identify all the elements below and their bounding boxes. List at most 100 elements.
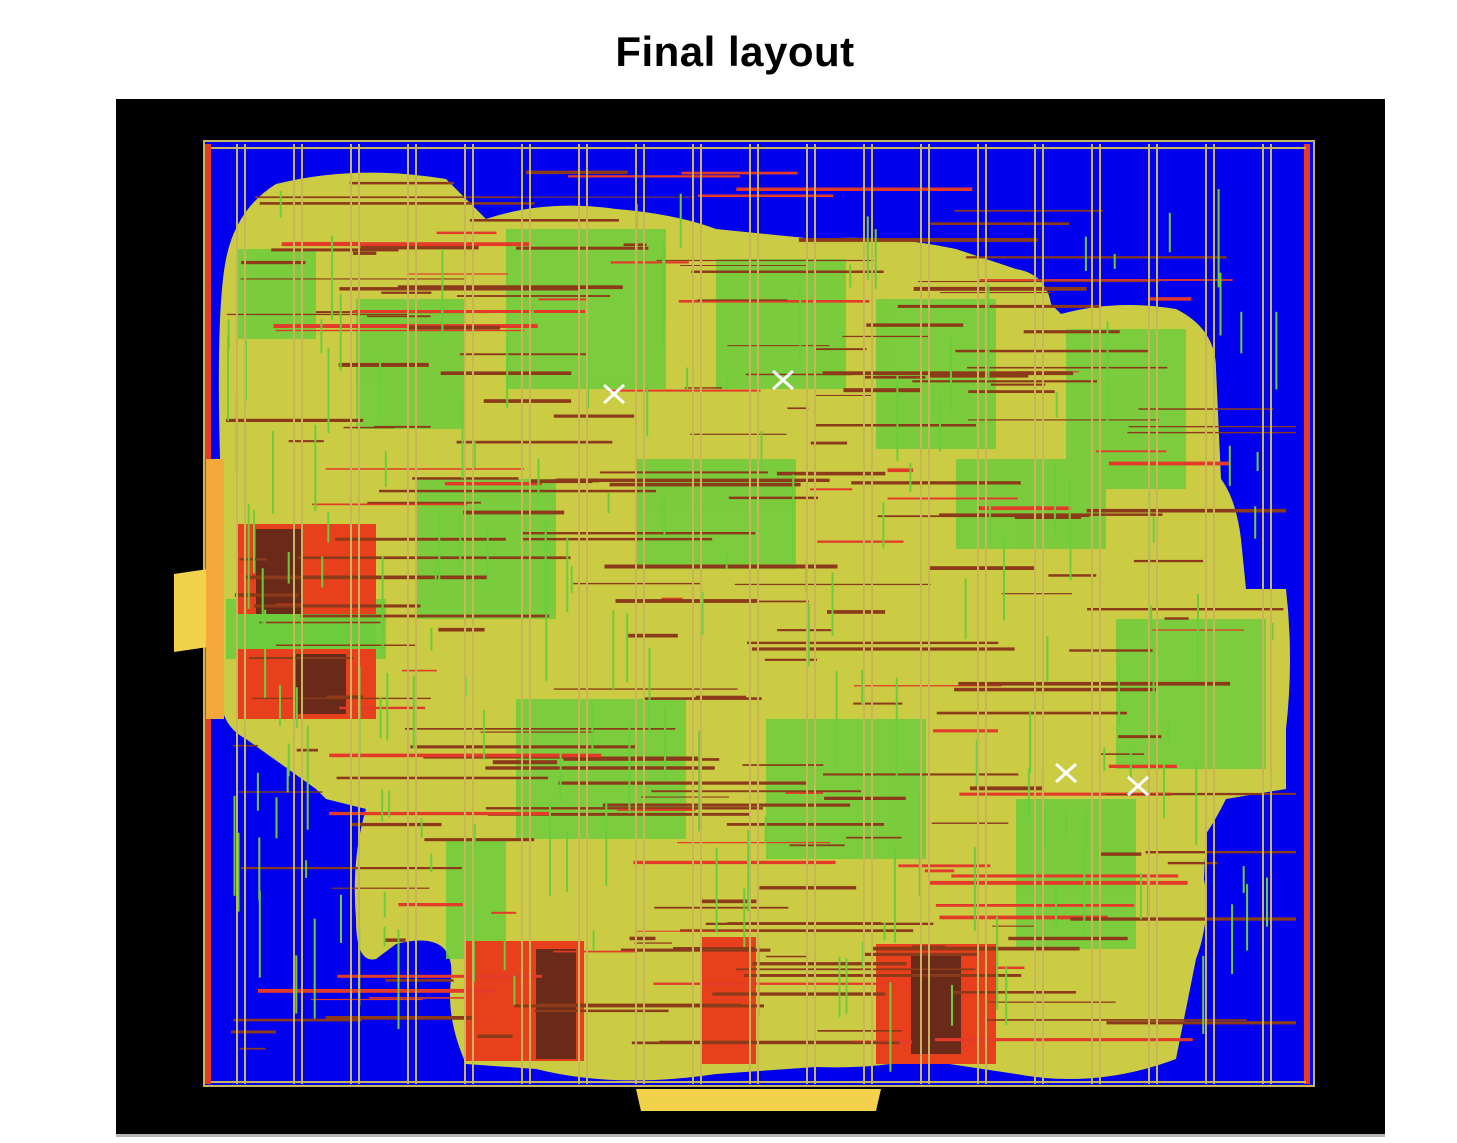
route-segment bbox=[742, 764, 824, 766]
route-segment bbox=[444, 482, 542, 486]
via-column bbox=[949, 338, 952, 413]
via-column bbox=[1046, 635, 1049, 682]
route-segment bbox=[244, 575, 488, 580]
route-segment bbox=[954, 687, 1158, 692]
via-column bbox=[327, 512, 330, 543]
route-segment bbox=[752, 962, 907, 966]
via-column bbox=[849, 264, 852, 288]
via-column bbox=[227, 334, 229, 421]
route-segment bbox=[558, 781, 808, 785]
route-segment bbox=[1070, 917, 1296, 921]
route-segment bbox=[866, 323, 964, 327]
route-segment bbox=[436, 231, 497, 235]
via-column bbox=[1055, 391, 1058, 418]
via-column bbox=[1055, 885, 1058, 926]
via-column bbox=[441, 249, 444, 339]
route-segment bbox=[680, 265, 808, 266]
route-segment bbox=[353, 251, 377, 255]
via-column bbox=[279, 191, 282, 218]
via-column bbox=[792, 474, 795, 562]
via-column bbox=[1044, 804, 1047, 849]
via-column bbox=[918, 792, 921, 897]
power-stripe bbox=[521, 144, 523, 1084]
power-stripe bbox=[1042, 144, 1044, 1084]
x-marker bbox=[1126, 775, 1150, 797]
via-column bbox=[1129, 750, 1132, 779]
via-column bbox=[660, 498, 663, 529]
layout-viewport[interactable] bbox=[116, 99, 1385, 1136]
route-segment bbox=[367, 501, 481, 504]
route-segment bbox=[573, 582, 702, 585]
via-column bbox=[861, 670, 863, 705]
route-segment bbox=[817, 540, 904, 543]
route-segment bbox=[310, 998, 423, 1001]
via-column bbox=[587, 350, 590, 409]
route-segment bbox=[480, 731, 594, 733]
route-segment bbox=[924, 869, 955, 873]
route-segment bbox=[337, 974, 543, 978]
route-segment bbox=[984, 1019, 1247, 1021]
power-ring bbox=[211, 1081, 1306, 1083]
route-segment bbox=[602, 803, 851, 807]
via-column bbox=[383, 926, 386, 947]
route-segment bbox=[1127, 431, 1296, 434]
via-column bbox=[592, 930, 595, 952]
via-column bbox=[1242, 866, 1245, 893]
route-segment bbox=[629, 936, 656, 941]
route-segment bbox=[777, 629, 832, 632]
via-column bbox=[321, 556, 324, 588]
via-column bbox=[626, 613, 629, 683]
via-column bbox=[381, 555, 384, 655]
route-segment bbox=[1108, 461, 1229, 466]
route-segment bbox=[640, 796, 729, 798]
route-segment bbox=[764, 658, 817, 661]
route-segment bbox=[406, 273, 508, 275]
via-column bbox=[951, 984, 953, 1026]
route-segment bbox=[331, 887, 430, 889]
via-column bbox=[866, 216, 869, 280]
page-title: Final layout bbox=[615, 28, 855, 75]
via-column bbox=[838, 956, 841, 1018]
via-column bbox=[612, 610, 615, 690]
route-segment bbox=[631, 1041, 900, 1045]
route-segment bbox=[1048, 574, 1097, 577]
route-segment bbox=[288, 440, 324, 443]
power-stripe bbox=[1262, 144, 1264, 1084]
route-segment bbox=[335, 537, 506, 541]
route-segment bbox=[684, 387, 723, 389]
power-stripe bbox=[407, 144, 409, 1084]
via-column bbox=[544, 521, 547, 611]
power-stripe bbox=[1034, 144, 1036, 1084]
route-segment bbox=[991, 383, 1046, 386]
route-segment bbox=[810, 488, 853, 491]
via-column bbox=[549, 803, 551, 897]
via-column bbox=[473, 824, 476, 854]
via-column bbox=[932, 386, 935, 420]
route-segment bbox=[934, 1038, 1193, 1042]
route-segment bbox=[697, 299, 788, 301]
route-segment bbox=[939, 513, 1163, 516]
route-segment bbox=[656, 259, 874, 262]
power-stripe bbox=[415, 144, 417, 1084]
via-column bbox=[434, 561, 437, 580]
route-segment bbox=[1086, 508, 1287, 513]
route-segment bbox=[1106, 1021, 1296, 1025]
route-segment bbox=[241, 260, 306, 265]
via-column bbox=[1084, 236, 1087, 271]
route-segment bbox=[492, 760, 558, 765]
route-segment bbox=[1069, 649, 1154, 652]
route-segment bbox=[438, 627, 485, 632]
route-segment bbox=[1099, 753, 1145, 755]
via-column bbox=[256, 772, 259, 811]
route-segment bbox=[680, 929, 914, 932]
route-segment bbox=[853, 685, 1002, 687]
via-column bbox=[1202, 955, 1205, 1034]
route-segment bbox=[954, 209, 1103, 212]
route-segment bbox=[951, 991, 1076, 994]
via-column bbox=[895, 677, 898, 776]
via-column bbox=[1254, 506, 1257, 539]
power-stripe bbox=[529, 144, 531, 1084]
via-column bbox=[313, 918, 316, 1019]
route-segment bbox=[352, 310, 586, 313]
power-stripe bbox=[757, 144, 759, 1084]
